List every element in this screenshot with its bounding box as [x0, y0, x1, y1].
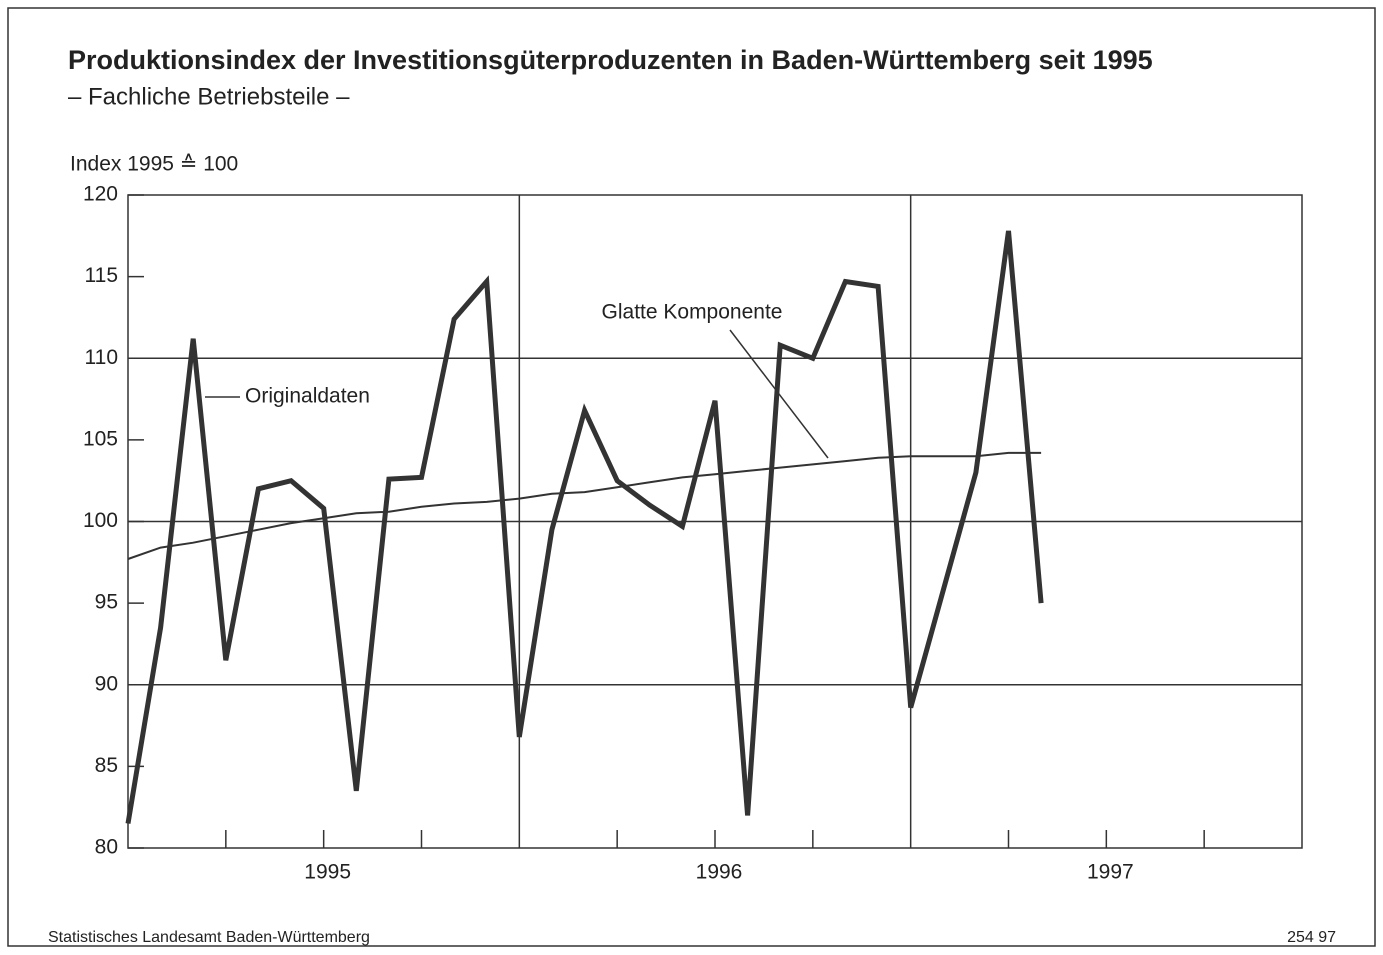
annotation: Originaldaten — [245, 385, 370, 408]
x-tick-label: 1997 — [1087, 861, 1134, 884]
y-axis-label: Index 1995 ≙ 100 — [70, 153, 238, 176]
y-tick-label: 115 — [85, 264, 118, 287]
y-tick-label: 95 — [95, 591, 118, 614]
y-tick-label: 120 — [83, 183, 118, 206]
x-tick-label: 1996 — [696, 861, 743, 884]
y-tick-label: 80 — [95, 836, 118, 859]
y-tick-label: 110 — [85, 346, 118, 369]
series-line — [125, 230, 1044, 824]
page-frame — [7, 7, 1376, 947]
chart-subtitle: – Fachliche Betriebsteile – — [68, 83, 350, 110]
chart-title: Produktionsindex der Investitionsgüterpr… — [68, 45, 1153, 75]
y-tick-label: 105 — [83, 427, 118, 450]
y-tick-label: 85 — [95, 754, 118, 777]
annotation-leader — [729, 329, 829, 459]
annotation: Glatte Komponente — [602, 301, 783, 324]
y-tick-label: 100 — [83, 509, 118, 532]
series-line — [127, 451, 1042, 560]
x-tick-label: 1995 — [304, 861, 351, 884]
y-tick-label: 90 — [95, 672, 118, 695]
chart-code: 254 97 — [1287, 929, 1336, 946]
source: Statistisches Landesamt Baden-Württember… — [48, 929, 370, 946]
